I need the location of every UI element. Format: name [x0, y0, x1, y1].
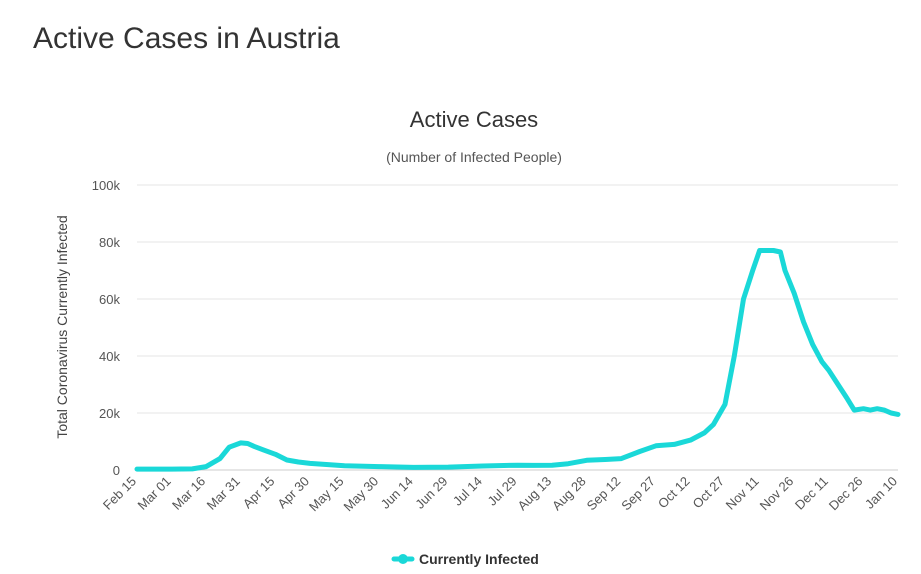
- x-tick-label: Aug 13: [514, 474, 554, 514]
- x-tick-label: Nov 11: [723, 474, 762, 513]
- y-axis-title: Total Coronavirus Currently Infected: [54, 215, 70, 438]
- series-layer: [134, 248, 901, 472]
- grid-lines: [137, 184, 898, 471]
- x-tick-label: Sep 27: [618, 474, 658, 514]
- y-axis-ticks: 0 20k 40k 60k 80k 100k: [92, 178, 121, 478]
- x-tick-label: Sep 12: [584, 474, 624, 514]
- x-tick-label: Apr 15: [240, 474, 278, 512]
- y-tick-label: 100k: [92, 178, 121, 193]
- x-tick-label: Feb 15: [100, 474, 139, 513]
- series-line-currently-infected[interactable]: [134, 248, 901, 472]
- x-tick-label: Jun 29: [412, 474, 450, 512]
- x-tick-label: Jun 14: [378, 474, 416, 512]
- y-tick-label: 80k: [99, 235, 120, 250]
- legend-label-currently-infected: Currently Infected: [419, 551, 539, 567]
- x-tick-label: May 30: [340, 474, 381, 515]
- x-tick-label: Dec 11: [792, 474, 831, 513]
- x-tick-label: Oct 27: [689, 474, 727, 512]
- x-tick-label: Mar 31: [204, 474, 243, 513]
- x-tick-label: Oct 12: [655, 474, 693, 512]
- y-tick-label: 60k: [99, 292, 120, 307]
- y-tick-label: 40k: [99, 349, 120, 364]
- y-tick-label: 0: [113, 463, 120, 478]
- x-tick-label: Aug 28: [549, 474, 589, 514]
- x-tick-label: Mar 16: [169, 474, 208, 513]
- legend[interactable]: Currently Infected: [391, 551, 539, 567]
- x-tick-label: Dec 26: [826, 474, 866, 514]
- x-tick-label: Nov 26: [757, 474, 797, 514]
- x-tick-label: Mar 01: [134, 474, 173, 513]
- legend-dot-marker: [398, 554, 408, 564]
- chart-title: Active Cases: [410, 107, 538, 132]
- page-heading: Active Cases in Austria: [33, 22, 340, 55]
- chart-subtitle: (Number of Infected People): [386, 149, 562, 165]
- y-tick-label: 20k: [99, 406, 120, 421]
- x-tick-label: Jul 14: [450, 474, 485, 509]
- x-tick-label: May 15: [306, 474, 347, 515]
- x-tick-label: Jan 10: [862, 474, 900, 512]
